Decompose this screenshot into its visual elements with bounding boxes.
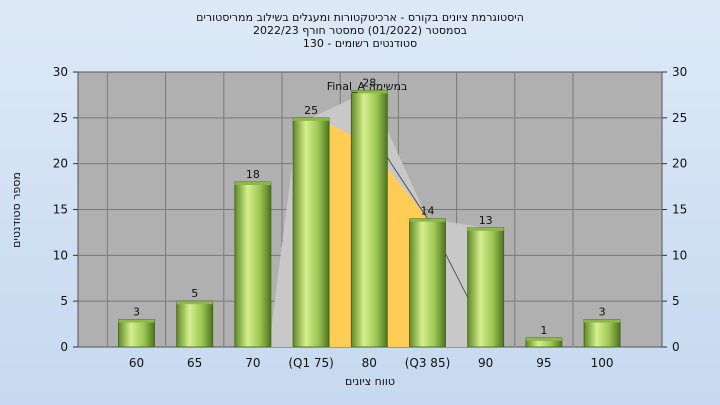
chart-title-line-3: 130 - סטודנטים רשומים [302, 37, 418, 50]
x-tick-100: 100 [591, 356, 614, 370]
x-tick-90: 90 [478, 356, 493, 370]
y-tick-right-0: 0 [672, 340, 680, 354]
x-tick-70: 70 [245, 356, 260, 370]
data-label-95: 1 [540, 324, 547, 337]
bar-top-80 [351, 90, 388, 94]
data-label-65: 5 [191, 287, 198, 300]
y-tick-left-10: 10 [53, 248, 68, 262]
y-tick-left-5: 5 [60, 294, 68, 308]
chart-title-line-1: היסטוגרמת ציונים בקורס - ארכיטקטורות ומע… [196, 11, 524, 24]
bar-100 [583, 319, 621, 348]
x-tick-(Q3 85): (Q3 85) [405, 356, 451, 370]
chart-title-line-2: בסמסטר (01/2022) סמסטר חורף 2022/23 [253, 24, 467, 37]
data-label-60: 3 [133, 306, 140, 319]
y-tick-left-30: 30 [53, 65, 68, 79]
bar-top-(Q3 85) [409, 218, 446, 222]
y-tick-left-15: 15 [53, 203, 68, 217]
bar-60 [118, 319, 155, 348]
y-tick-left-0: 0 [60, 340, 68, 354]
x-tick-(Q1 75): (Q1 75) [288, 356, 334, 370]
y-tick-right-20: 20 [672, 157, 687, 171]
x-tick-80: 80 [362, 356, 377, 370]
bar-90 [467, 227, 505, 348]
x-tick-65: 65 [187, 356, 202, 370]
bar-top-65 [176, 301, 213, 305]
data-label-70: 18 [246, 168, 260, 181]
bar-top-(Q1 75) [293, 117, 330, 121]
data-label-(Q3 85): 14 [421, 205, 435, 218]
bar-top-60 [118, 319, 155, 323]
bar-65 [176, 300, 214, 348]
y-tick-right-15: 15 [672, 203, 687, 217]
x-axis-title: טווח ציונים [345, 375, 395, 388]
bar-top-90 [467, 227, 504, 231]
bar-(Q3 85) [409, 218, 446, 348]
x-tick-95: 95 [536, 356, 551, 370]
bar-80 [350, 89, 388, 348]
y-tick-right-30: 30 [672, 65, 687, 79]
data-label-80: 28 [362, 76, 376, 89]
y-tick-right-10: 10 [672, 248, 687, 262]
bar-top-70 [234, 182, 271, 185]
data-label-100: 3 [599, 306, 606, 319]
y-tick-right-5: 5 [672, 294, 680, 308]
bar-(Q1 75) [292, 117, 330, 348]
data-label-90: 13 [479, 214, 493, 227]
x-tick-60: 60 [129, 356, 144, 370]
bar-top-95 [525, 337, 562, 341]
bar-top-100 [584, 319, 621, 323]
series-label: Final_A במשימה [327, 80, 408, 93]
bar-70 [234, 181, 272, 348]
y-tick-left-25: 25 [53, 111, 68, 125]
y-tick-left-20: 20 [53, 157, 68, 171]
data-label-(Q1 75): 25 [304, 104, 318, 117]
y-axis-title: מספר סטודנטים [10, 172, 23, 248]
y-tick-right-25: 25 [672, 111, 687, 125]
